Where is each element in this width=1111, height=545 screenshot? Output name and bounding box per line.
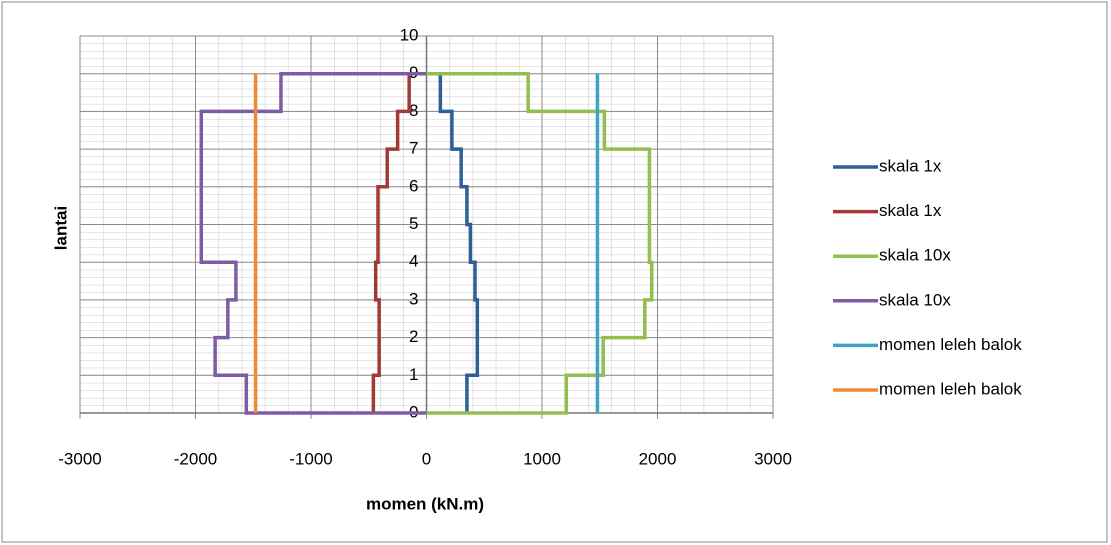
x-tick-label: 0: [422, 449, 431, 468]
y-tick-label: 6: [409, 176, 418, 195]
y-tick-label: 2: [409, 327, 418, 346]
legend-label: skala 1x: [879, 156, 942, 175]
legend-label: momen leleh balok: [879, 379, 1022, 398]
x-tick-label: -3000: [58, 449, 101, 468]
x-tick-label: -2000: [174, 449, 217, 468]
y-tick-label: 3: [409, 289, 418, 308]
x-tick-label: 3000: [754, 449, 792, 468]
legend-label: skala 1x: [879, 201, 942, 220]
y-tick-label: 4: [409, 252, 418, 271]
y-tick-label: 1: [409, 365, 418, 384]
x-tick-label: -1000: [289, 449, 332, 468]
chart: momen (kN.m) lantai -3000 -2000 -1000 0 1000…: [0, 0, 1111, 545]
x-tick-label: 2000: [639, 449, 677, 468]
legend-label: skala 10x: [879, 246, 951, 265]
y-tick-label: 10: [400, 25, 419, 44]
x-axis-title: momen (kN.m): [366, 494, 484, 513]
y-axis-title: lantai: [51, 206, 70, 250]
legend-label: skala 10x: [879, 290, 951, 309]
y-tick-label: 7: [409, 139, 418, 158]
x-tick-label: 1000: [523, 449, 561, 468]
legend-label: momen leleh balok: [879, 335, 1022, 354]
y-tick-label: 5: [409, 214, 418, 233]
